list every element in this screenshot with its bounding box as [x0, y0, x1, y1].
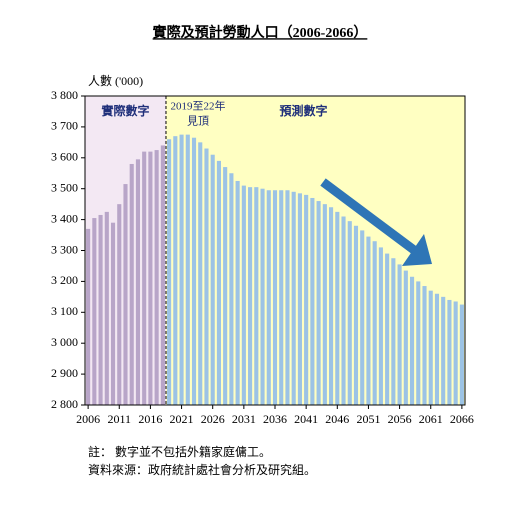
bar: [279, 190, 284, 405]
bar: [372, 241, 377, 405]
bar: [266, 190, 271, 405]
x-tick-label: 2021: [170, 412, 194, 426]
bar: [360, 230, 365, 405]
bar: [447, 299, 452, 405]
x-tick-label: 2041: [294, 412, 318, 426]
bar: [179, 134, 184, 405]
bar: [347, 221, 352, 405]
bar: [459, 304, 464, 405]
trend-arrow-head: [402, 234, 432, 266]
y-tick-label: 3 000: [51, 335, 78, 349]
region-label: 實際數字: [101, 103, 149, 118]
bar: [434, 293, 440, 405]
bar: [167, 139, 172, 405]
bar: [185, 134, 190, 405]
bar: [260, 188, 265, 405]
bar: [191, 137, 197, 405]
bar: [129, 163, 134, 405]
annotation: 見頂: [187, 115, 209, 128]
bar: [297, 193, 302, 405]
bar: [304, 194, 309, 405]
bar: [428, 290, 433, 405]
chart-title: 實際及預計勞動人口（2006-2066）: [153, 24, 368, 41]
y-tick-label: 3 700: [51, 119, 78, 133]
bar: [341, 216, 346, 405]
bar: [254, 187, 259, 405]
bar: [123, 184, 128, 405]
x-tick-label: 2051: [356, 412, 380, 426]
y-tick-label: 2 900: [51, 366, 78, 380]
bar: [142, 151, 147, 405]
y-axis-label: 人數 ('000): [88, 74, 143, 88]
bar: [378, 247, 383, 405]
x-tick-label: 2061: [419, 412, 443, 426]
bar: [385, 253, 390, 405]
x-tick-label: 2006: [76, 412, 100, 426]
bar: [154, 150, 159, 405]
bar: [353, 225, 359, 405]
bar: [391, 258, 396, 405]
x-tick-label: 2046: [325, 412, 349, 426]
x-tick-label: 2036: [263, 412, 287, 426]
bar: [92, 218, 97, 405]
x-tick-label: 2026: [201, 412, 225, 426]
trend-arrow: [320, 178, 417, 254]
bar: [322, 204, 327, 405]
bar: [248, 187, 253, 405]
bar: [135, 159, 141, 405]
x-tick-label: 2011: [107, 412, 131, 426]
bar: [148, 151, 153, 405]
bar: [453, 301, 458, 405]
y-tick-label: 3 400: [51, 211, 78, 225]
x-tick-label: 2031: [232, 412, 256, 426]
bar: [329, 207, 334, 405]
bar: [241, 185, 246, 405]
x-tick-label: 2056: [388, 412, 412, 426]
y-tick-label: 3 600: [51, 150, 78, 164]
x-tick-label: 2066: [450, 412, 474, 426]
bar: [397, 264, 402, 405]
bar: [416, 281, 421, 405]
bar: [235, 180, 240, 405]
bar: [316, 201, 321, 405]
bar: [104, 211, 109, 405]
bar: [285, 190, 290, 405]
bar: [272, 190, 278, 405]
bar: [160, 145, 165, 405]
y-tick-label: 3 200: [51, 273, 78, 287]
bar: [210, 154, 215, 405]
bar: [173, 136, 178, 406]
bar: [291, 191, 296, 405]
y-tick-label: 3 100: [51, 304, 78, 318]
bar: [229, 173, 234, 405]
bar: [117, 204, 122, 405]
y-tick-label: 3 300: [51, 242, 78, 256]
y-tick-label: 2 800: [51, 397, 78, 411]
bar: [366, 236, 371, 405]
source-note: 資料來源：政府統計處社會分析及研究組。: [88, 462, 316, 477]
x-tick-label: 2016: [138, 412, 162, 426]
note: 註： 數字並不包括外籍家庭傭工。: [88, 444, 271, 459]
annotation: 2019至22年: [171, 99, 226, 113]
bar: [441, 296, 446, 405]
region-label: 預測數字: [280, 103, 328, 118]
bar: [310, 197, 315, 405]
bar: [86, 228, 91, 405]
bar: [409, 276, 415, 405]
y-tick-label: 3 800: [51, 88, 78, 102]
y-tick-label: 3 500: [51, 180, 78, 194]
bar: [204, 148, 209, 405]
bar: [98, 214, 103, 405]
bar: [335, 211, 340, 405]
bar: [216, 160, 221, 405]
bar: [198, 142, 203, 405]
bar: [403, 270, 408, 405]
bar: [223, 167, 228, 405]
bar: [422, 286, 427, 405]
bar: [110, 222, 116, 405]
